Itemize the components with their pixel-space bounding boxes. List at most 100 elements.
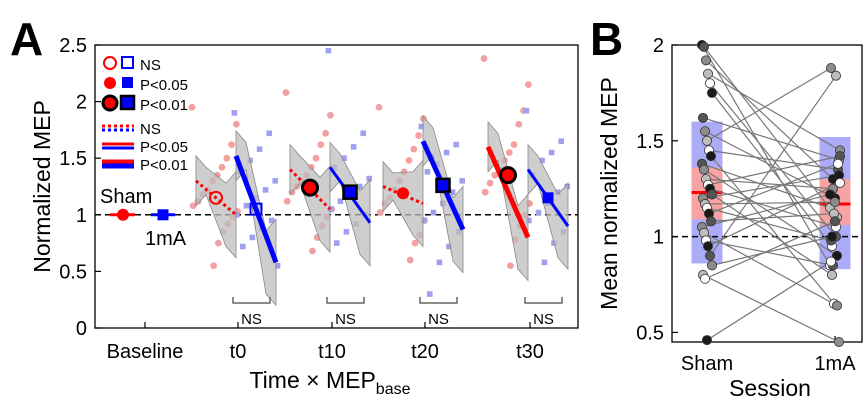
series-label-active: 1mA xyxy=(145,228,187,250)
subject-point-active xyxy=(832,300,843,311)
subject-point-active xyxy=(826,256,837,267)
scatter-point-active xyxy=(268,217,275,224)
y-tick-label-a: 2.5 xyxy=(59,35,87,57)
scatter-point-sham xyxy=(415,132,422,139)
legend-marker-active-p05 xyxy=(122,77,133,88)
chart-panel-b: 0.5 1 1.5 2 Sham 1mA Mean normalized MEP Sessio… xyxy=(596,35,863,401)
mean-marker-active xyxy=(435,177,451,194)
y-tick-label-a: 0 xyxy=(76,318,87,340)
scatter-point-active xyxy=(272,178,278,184)
subject-point-sham xyxy=(706,216,717,227)
legend-marker-sham-p05 xyxy=(104,77,116,89)
scatter-point-active xyxy=(427,291,433,297)
ns-bracket xyxy=(419,297,458,304)
scatter-point-sham xyxy=(312,154,320,162)
y-tick-label-b: 1.5 xyxy=(636,131,664,153)
subject-point-sham xyxy=(698,112,709,123)
scatter-point-sham xyxy=(283,197,291,205)
x-axis-label-a: Time × MEPbase xyxy=(249,367,410,398)
slope-line-sham xyxy=(195,179,237,216)
scatter-point-sham xyxy=(507,262,514,270)
pair-line xyxy=(707,182,841,247)
pair-line xyxy=(708,163,839,215)
ci-band-sham xyxy=(195,154,237,259)
scatter-point-active xyxy=(541,259,548,266)
subject-point-sham xyxy=(706,151,717,162)
ns-bracket xyxy=(232,297,271,304)
slope-line-sham xyxy=(382,185,424,205)
scatter-point-active xyxy=(274,262,281,269)
scatter-point-sham xyxy=(405,157,413,164)
y-tick-label-a: 1 xyxy=(76,205,87,227)
x-tick-label-a: t10 xyxy=(318,341,346,363)
series-label-sham: Sham xyxy=(100,186,152,208)
ci-band-sham xyxy=(487,120,529,282)
subject-point-active xyxy=(827,231,838,242)
mean-marker-active xyxy=(542,192,554,204)
slope-line-sham xyxy=(485,145,531,239)
mean-marker-sham xyxy=(499,166,517,185)
y-tick-label-b: 2 xyxy=(653,35,664,57)
scatter-point-sham xyxy=(510,141,518,149)
pair-line xyxy=(702,274,840,343)
pair-line xyxy=(701,44,831,266)
legend-label: P<0.05 xyxy=(140,77,188,94)
y-tick-label-a: 1.5 xyxy=(59,148,87,170)
y-axis-label-a: Normalized MEP xyxy=(29,100,55,273)
ns-bracket-label: NS xyxy=(533,311,554,328)
subject-point-sham xyxy=(699,164,710,175)
scatter-point-active xyxy=(418,123,425,130)
subject-point-sham xyxy=(699,41,710,52)
subject-point-sham xyxy=(707,87,718,98)
scatter-point-active xyxy=(443,149,450,156)
scatter-point-active xyxy=(554,189,561,195)
x-tick-label-a: Baseline xyxy=(107,341,184,363)
x-axis-label-subscript-a: base xyxy=(376,381,411,398)
ns-bracket xyxy=(524,297,563,304)
plot-frame-a xyxy=(94,44,579,329)
y-tick-label-b: 0.5 xyxy=(636,322,664,344)
subject-point-sham xyxy=(707,189,718,200)
scatter-point-sham xyxy=(309,247,316,255)
pair-line xyxy=(709,75,837,257)
pair-line xyxy=(706,261,832,341)
x-axis-label-b: Session xyxy=(729,375,811,401)
mean-marker-sham xyxy=(209,190,223,205)
mean-marker-active xyxy=(249,202,263,216)
legend-marker-sham-ns xyxy=(103,56,117,70)
scatter-point-active xyxy=(343,228,350,235)
ci-band-active xyxy=(527,143,569,271)
pair-line xyxy=(711,193,833,276)
scatter-point-active xyxy=(430,209,437,216)
scatter-point-sham xyxy=(218,163,226,171)
ns-bracket-label: NS xyxy=(241,311,262,328)
scatter-point-sham xyxy=(215,239,222,247)
y-tick-label-b: 1 xyxy=(653,227,664,249)
scatter-point-active xyxy=(266,130,272,137)
slope-line-active xyxy=(233,155,279,264)
subject-point-active xyxy=(827,269,838,280)
legend-label: P<0.01 xyxy=(140,157,188,174)
subject-point-active xyxy=(833,158,844,169)
scatter-point-sham xyxy=(375,103,383,111)
subject-point-active xyxy=(830,216,841,227)
scatter-point-sham xyxy=(322,129,329,137)
subject-point-active xyxy=(830,197,841,208)
scatter-point-sham xyxy=(188,103,196,111)
scatter-point-active xyxy=(240,243,246,250)
scatter-point-active xyxy=(366,175,372,182)
ci-band-sham xyxy=(289,143,331,254)
mean-marker-sham xyxy=(301,178,319,197)
x-tick-label-a: t30 xyxy=(516,341,544,363)
ci-band-sham xyxy=(382,159,424,248)
scatter-point-active xyxy=(234,212,240,218)
scatter-point-active xyxy=(558,138,564,145)
legend-marker-active-ns xyxy=(121,56,134,69)
scatter-point-sham xyxy=(228,141,236,149)
pair-line xyxy=(706,67,832,142)
scatter-point-sham xyxy=(480,55,488,62)
scatter-point-sham xyxy=(515,120,523,128)
scatter-point-sham xyxy=(491,171,499,179)
scatter-point-active xyxy=(459,178,465,184)
scatter-point-sham xyxy=(210,262,218,270)
